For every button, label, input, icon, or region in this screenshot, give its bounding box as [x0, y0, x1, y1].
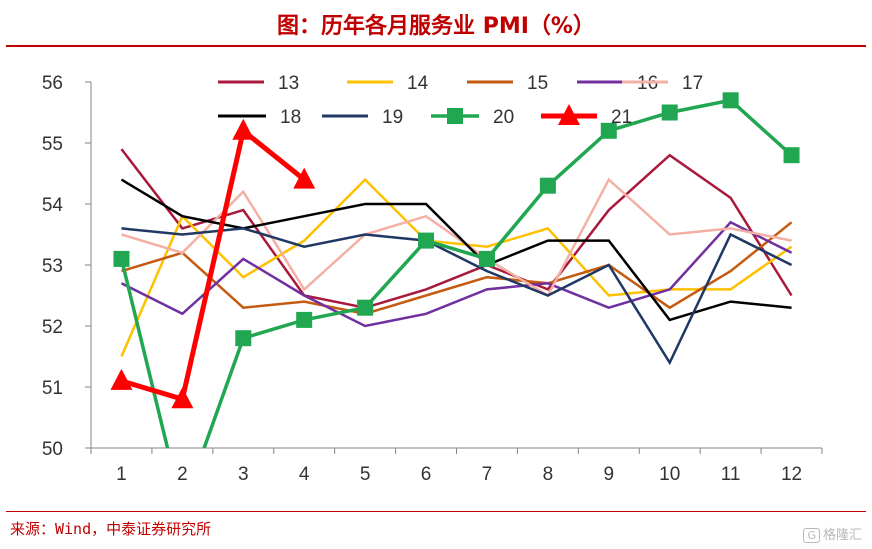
- series-line-20: [119, 98, 793, 448]
- legend-label: 21: [611, 107, 632, 128]
- series-line-18: [120, 178, 792, 322]
- series-line-13: [120, 148, 793, 309]
- series-line-14: [120, 177, 793, 357]
- data-point-20: [174, 501, 190, 517]
- y-tick-label: 50: [42, 439, 63, 460]
- series-line-19: [121, 227, 793, 366]
- legend-item-20: 20: [431, 107, 514, 128]
- y-tick-label: 55: [42, 134, 63, 155]
- x-tick-label: 4: [299, 464, 310, 485]
- source-note: 来源：Wind，中泰证券研究所: [10, 520, 212, 538]
- y-tick-label: 56: [42, 73, 63, 94]
- series-16: [120, 220, 793, 328]
- series-21: [110, 118, 316, 409]
- watermark: G 格隆汇: [803, 524, 862, 543]
- data-point-21: [293, 167, 316, 189]
- data-point-20: [235, 330, 252, 347]
- data-point-20: [539, 177, 556, 194]
- x-tick-label: 10: [659, 464, 680, 485]
- x-tick-label: 9: [604, 464, 615, 485]
- series-17: [121, 177, 792, 298]
- series-14: [120, 177, 793, 357]
- data-point-20: [113, 250, 130, 267]
- series-20: [113, 92, 800, 517]
- watermark-text: 格隆汇: [822, 528, 862, 543]
- x-tick-label: 11: [721, 464, 741, 485]
- y-tick-label: 53: [42, 256, 63, 277]
- data-point-20: [783, 147, 800, 164]
- legend-item-13: 13: [218, 73, 299, 94]
- data-point-20: [478, 250, 495, 267]
- legend-label: 20: [493, 107, 514, 128]
- legend-label: 17: [682, 73, 703, 94]
- chart-legend: 131415161718192021: [218, 73, 703, 128]
- series-line-15: [121, 221, 793, 316]
- x-tick-label: 3: [238, 464, 249, 485]
- legend-label: 15: [527, 73, 548, 94]
- x-tick-label: 5: [360, 464, 371, 485]
- title-divider: [6, 45, 866, 47]
- data-point-20: [661, 104, 678, 121]
- legend-item-19: 19: [322, 107, 403, 128]
- legend-item-14: 14: [347, 73, 429, 94]
- data-point-20: [357, 299, 374, 316]
- data-point-20: [296, 311, 313, 328]
- series-18: [120, 178, 792, 322]
- legend-item-18: 18: [218, 107, 301, 128]
- legend-marker: [447, 108, 463, 124]
- x-tick-label: 8: [543, 464, 554, 485]
- chart-title: 图：历年各月服务业 PMI（%）: [277, 14, 595, 39]
- y-tick-label: 52: [42, 317, 63, 338]
- series-15: [121, 221, 793, 316]
- series-19: [121, 227, 793, 366]
- x-tick-label: 1: [116, 464, 127, 485]
- legend-label: 18: [280, 107, 301, 128]
- series-line-21: [120, 126, 306, 403]
- legend-label: 14: [407, 73, 429, 94]
- y-tick-label: 51: [42, 378, 63, 399]
- legend-label: 13: [278, 73, 299, 94]
- x-tick-label: 2: [177, 464, 188, 485]
- legend-label: 19: [382, 107, 403, 128]
- legend-item-17: 17: [622, 73, 703, 94]
- watermark-logo-icon: G: [803, 528, 820, 543]
- y-tick-label: 54: [42, 195, 64, 216]
- chart-series: [110, 92, 800, 517]
- series-line-17: [121, 177, 792, 298]
- data-point-20: [600, 122, 617, 139]
- data-point-20: [418, 232, 435, 249]
- data-point-21: [110, 368, 133, 390]
- footer-divider: [6, 511, 866, 512]
- legend-item-21: 21: [541, 104, 632, 128]
- x-tick-label: 7: [482, 464, 493, 485]
- series-13: [120, 148, 793, 309]
- data-point-21: [171, 387, 194, 409]
- data-point-21: [232, 118, 255, 140]
- x-tick-label: 12: [781, 464, 802, 485]
- legend-marker: [558, 104, 580, 125]
- legend-item-15: 15: [467, 73, 548, 94]
- series-line-16: [120, 220, 793, 328]
- data-point-20: [722, 92, 739, 109]
- x-tick-label: 6: [421, 464, 432, 485]
